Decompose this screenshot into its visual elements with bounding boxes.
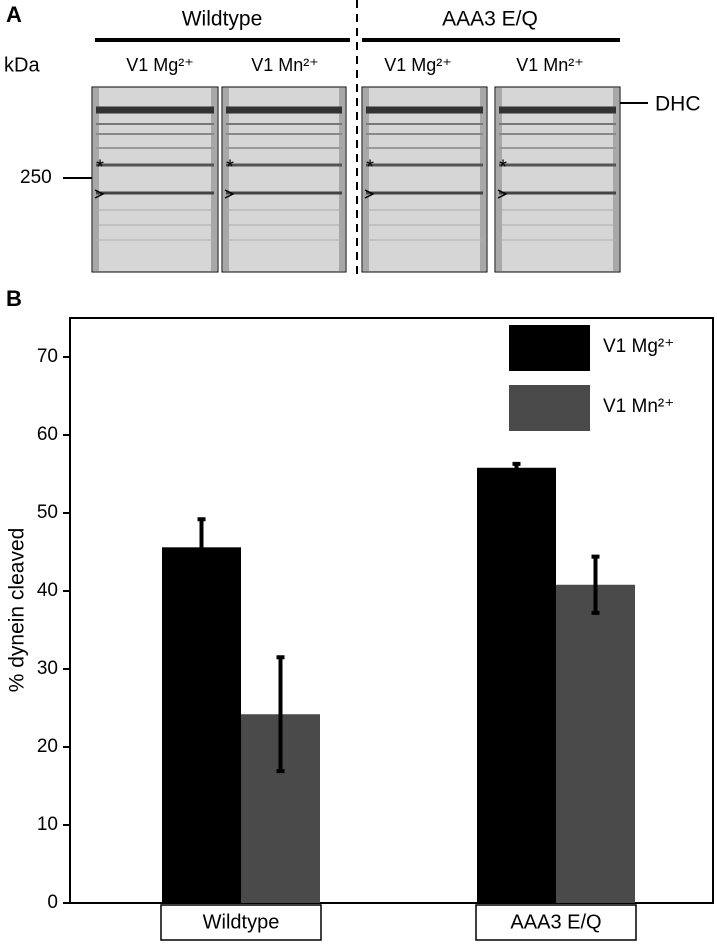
gel-band [499, 133, 616, 135]
gel-edge [613, 88, 619, 271]
asterisk: * [226, 156, 234, 178]
gel-band [96, 209, 214, 211]
gel-band [226, 191, 342, 195]
gel-band [226, 209, 342, 211]
arrowhead [497, 189, 508, 199]
gel-band [366, 191, 483, 195]
gel-band [499, 191, 616, 195]
x-tick-label: Wildtype [203, 911, 280, 933]
y-tick-label: 30 [37, 658, 58, 679]
bar [162, 547, 241, 903]
gel-band [96, 106, 214, 114]
gel [361, 86, 488, 273]
gel-edge [223, 88, 229, 271]
gel-band [499, 239, 616, 241]
gel-edge [211, 88, 217, 271]
gel-band [366, 239, 483, 241]
gel-edge [480, 88, 486, 271]
plot: 0 10 20 30 40 50 60 70 Wildtype AAA3 E/Q V1 Mg²⁺ V1… [37, 317, 714, 941]
gels: * * * * [91, 86, 621, 273]
arrowhead [94, 189, 105, 199]
gel [221, 86, 347, 273]
gel-band [226, 239, 342, 241]
error-bar [512, 461, 521, 474]
gel-band [366, 163, 483, 167]
gel-band [366, 224, 483, 226]
error-bar [591, 554, 600, 615]
gel-band [96, 133, 214, 135]
category-box [475, 904, 637, 941]
gel-edge [363, 88, 369, 271]
y-tick-label: 50 [37, 502, 58, 523]
asterisk: * [366, 156, 374, 178]
bar [556, 584, 635, 903]
lane-label: V1 Mn²⁺ [516, 55, 584, 75]
bar [477, 467, 556, 903]
gel-band [366, 133, 483, 135]
legend-label: V1 Mg²⁺ [603, 336, 674, 357]
x-tick-label: AAA3 E/Q [510, 911, 601, 933]
gel-band [226, 224, 342, 226]
panel-label: B [6, 286, 22, 311]
gel-band [366, 123, 483, 125]
gel-band [499, 106, 616, 114]
gel-band [96, 224, 214, 226]
gel-band [96, 239, 214, 241]
panel-label: A [6, 2, 22, 27]
y-tick-label: 60 [37, 424, 58, 445]
gel-band [96, 191, 214, 195]
gel-edge [93, 88, 99, 271]
gel-band [226, 106, 342, 114]
y-tick-label: 0 [47, 892, 58, 913]
y-tick-label: 40 [37, 580, 58, 601]
error-bar [276, 655, 285, 774]
asterisk: * [96, 156, 104, 178]
gel-band [499, 163, 616, 167]
gel-band [499, 224, 616, 226]
gel-band [499, 209, 616, 211]
gel-band [96, 123, 214, 125]
lane-label: V1 Mg²⁺ [126, 55, 194, 75]
arrowhead [224, 189, 235, 199]
legend-swatch [509, 325, 590, 371]
gel-band [366, 147, 483, 149]
gel-band [226, 133, 342, 135]
group-label: Wildtype [182, 8, 263, 31]
legend-swatch [509, 385, 590, 431]
unit-label: kDa [4, 54, 40, 76]
y-tick-label: 10 [37, 814, 58, 835]
gel-band [499, 123, 616, 125]
gel-band [96, 147, 214, 149]
gel [91, 86, 219, 273]
plot-frame [69, 317, 714, 904]
gel-band [226, 147, 342, 149]
band-label: DHC [655, 93, 701, 116]
gel-band [226, 163, 342, 167]
gel-band [366, 106, 483, 114]
gel-edge [339, 88, 345, 271]
gel [494, 86, 621, 273]
y-tick-label: 20 [37, 736, 58, 757]
lane-label: V1 Mn²⁺ [251, 55, 319, 75]
gel-band [499, 147, 616, 149]
arrowhead [364, 189, 375, 199]
lane-label: V1 Mg²⁺ [384, 55, 452, 75]
legend-label: V1 Mn²⁺ [603, 396, 674, 417]
asterisk: * [499, 156, 507, 178]
group-label: AAA3 E/Q [442, 8, 538, 31]
gel-band [96, 163, 214, 167]
y-axis-label: % dynein cleaved [6, 528, 29, 693]
error-bar [197, 517, 206, 578]
marker-label: 250 [20, 167, 52, 188]
gel-edge [496, 88, 502, 271]
gel-band [226, 123, 342, 125]
category-box [160, 904, 322, 941]
y-tick-label: 70 [37, 346, 58, 367]
gel-band [366, 209, 483, 211]
